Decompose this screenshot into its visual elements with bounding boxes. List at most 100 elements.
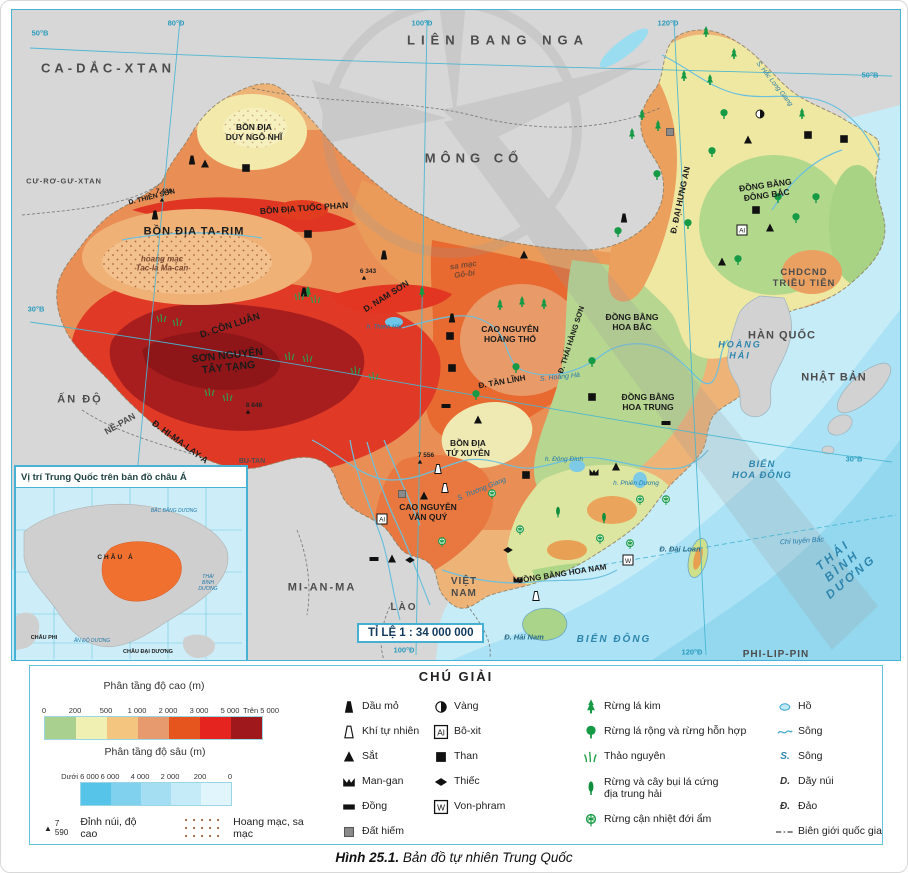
legend-label: Von-phram [454,800,506,813]
compass-watermark [312,10,878,650]
legend-label: Thiếc [454,775,480,788]
label-taiwan: Đ. Đài Loan [659,544,701,554]
inset-map-graphic [16,488,242,659]
rare-icon [343,826,355,837]
hainan-island [522,607,568,641]
label-tianshan: D. THIÊN SƠN [127,188,176,207]
legend-item: Sông [772,719,882,744]
label-sichuan-basin: BỒN ĐỊA TỨ XUYÊN [446,437,490,458]
japan-kyushu [827,414,853,436]
map-label: CHÂU Á [97,554,135,562]
inset-indonesia [112,617,154,629]
oil-icon [344,700,354,713]
legend-title: CHÚ GIẢI [418,669,494,684]
legend-icon-cell: Đ. [772,801,798,812]
legend-icon-cell [772,823,798,841]
legend-box: CHÚ GIẢI Phân tầng độ cao (m) 0 200 500 1 0… [29,665,883,845]
map-label: BẮC BĂNG DƯƠNG [150,508,198,515]
coord-120d-top: 120°Đ [657,18,679,28]
riverline-icon [777,729,793,734]
label-central-china-plain: ĐỒNG BẰNG HOA TRUNG [621,391,675,412]
copper-icon [343,803,355,810]
label-vietnam: VIỆT NAM [450,576,478,599]
label-russia: LIÊN BANG NGA [407,32,589,48]
legend-item: Von-phram [428,794,505,819]
label-pacific-ocean: THÁI BÌNH DƯƠNG [813,536,880,602]
legend-label: Sông [798,750,823,763]
color-swatch [81,783,111,805]
label-qinghai-lake: h. Thanh Hải [366,324,402,331]
legend-label: Đồng [362,800,388,813]
label-taihang: Đ. THÁI HÀNG SƠN [556,304,587,375]
color-swatch [201,783,231,805]
label-south-china-sea: BIỂN ĐÔNG [576,634,652,646]
legend-icon-cell [336,698,362,716]
japan-honshu [836,362,892,414]
legend-item: Dầu mỏ [336,694,419,719]
river-abbr-icon: S. [780,751,790,762]
label-namson: D. NAM SƠN [361,278,411,314]
legend-item: D. Dãy núi [772,769,882,794]
map-label: CHÂU ĐẠI DƯƠNG [123,648,173,655]
legend-item: Đồng [336,794,419,819]
legend-icon-cell [578,723,604,741]
legend-label: Rừng và cây bụi lá cứng địa trung hải [604,775,719,800]
elevation-title: Phân tầng độ cao (m) [103,680,205,692]
label-myanmar: MI-AN-MA [287,581,357,594]
legend-icon-cell [578,779,604,797]
legend-item: Đ. Đảo [772,794,882,819]
coord-50b-left: 50°B [31,28,49,38]
legend-hydro-col: Hồ Sông S. Sông D. Dãy núi Đ. Đảo Biên giới quốc… [772,694,882,844]
tick-label: 2 000 [158,706,178,715]
iron-icon [343,750,355,761]
label-philippines: PHI-LIP-PIN [742,649,810,661]
japan-island-small [821,445,835,455]
peak-icon: ▲ [44,823,52,833]
conifer-icon [587,698,595,713]
legend-icon-cell [772,723,798,741]
legend-item: Khí tự nhiên [336,719,419,744]
label-hainan: Đ. Hải Nam [504,632,544,642]
color-swatch [138,717,169,739]
legend-label: Bô-xit [454,725,481,738]
elevation-ticks: 0 200 500 1 000 2 000 3 000 5 000 Trên 5 000 [42,706,279,716]
legend-minerals-col1: Dầu mỏ Khí tự nhiên Sắt Man-gan Đồng Đất hiếm [336,694,419,844]
label-taklamakan: hoang mạc Tac-la Ma-can [135,254,189,273]
legend-icon-cell [578,698,604,716]
gold-icon [435,700,447,713]
color-swatch [171,783,201,805]
desert-pattern-swatch [182,816,226,840]
label-poyang-lake: h. Phiên Dương [613,480,659,488]
legend-minerals-col2: Vàng Bô-xit Than Thiếc Von-phram [428,694,505,819]
dongting-lake [569,460,585,472]
legend-item: Man-gan [336,769,419,794]
label-peak-8848: 8 848 [245,402,263,410]
legend-item: Than [428,744,505,769]
legend-item: Thảo nguyên [578,744,746,769]
legend-item: Đất hiếm [336,819,419,844]
legend-item: Rừng lá rộng và rừng hỗn hợp [578,719,746,744]
legend-icon-cell [428,773,454,791]
tick-label: 6 000 [100,772,120,781]
deepest-sea [652,440,900,660]
poyang-lake [633,472,647,488]
label-india: ẤN ĐỘ [57,393,103,406]
label-peak-6343: 6 343 [359,268,377,276]
legend-item: Rừng cận nhiệt đới ẩm [578,807,746,832]
label-kazakhstan: CA-DẮC-XTAN [40,60,176,76]
legend-icon-cell [336,723,362,741]
island-abbr-icon: Đ. [780,801,790,812]
legend-label: Sắt [362,750,378,763]
coord-30b-right: 30°B [845,454,863,464]
label-huanghe-river: S. Hoàng Hà [539,371,581,383]
map-label: ẤN ĐỘ DƯƠNG [73,638,111,645]
figure-caption: Hình 25.1. Bản đồ tự nhiên Trung Quốc [1,850,907,865]
legend-item: Vàng [428,694,505,719]
label-dongting-lake: h. Động Đình [544,456,584,464]
legend-label: Hồ [798,700,812,713]
legend-label: Man-gan [362,775,404,788]
label-east-china-sea: BIỂN HOA ĐÔNG [732,458,792,481]
gas-icon [344,725,354,738]
legend-label: Rừng lá rộng và rừng hỗn hợp [604,725,747,738]
legend-label: Biên giới quốc gia [798,825,882,838]
